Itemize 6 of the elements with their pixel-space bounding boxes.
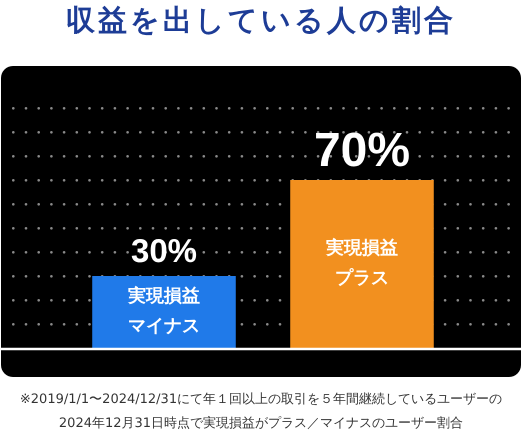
x-tick-label: 実現損益マイナス [127, 286, 200, 337]
text: ※2019/1/1〜2024/12/31にて年１回以上の取引を５年間継続しているユーザーの2024年12月31日時点で実現損益がプラス／マイナスのユーザー割合 [18, 391, 504, 433]
chart-title: 収益を出している人の割合 [65, 2, 457, 39]
x-tick-label: 実現損益プラス [325, 238, 398, 289]
data-label: 30% [130, 232, 198, 269]
data-label: 70% [314, 124, 410, 177]
